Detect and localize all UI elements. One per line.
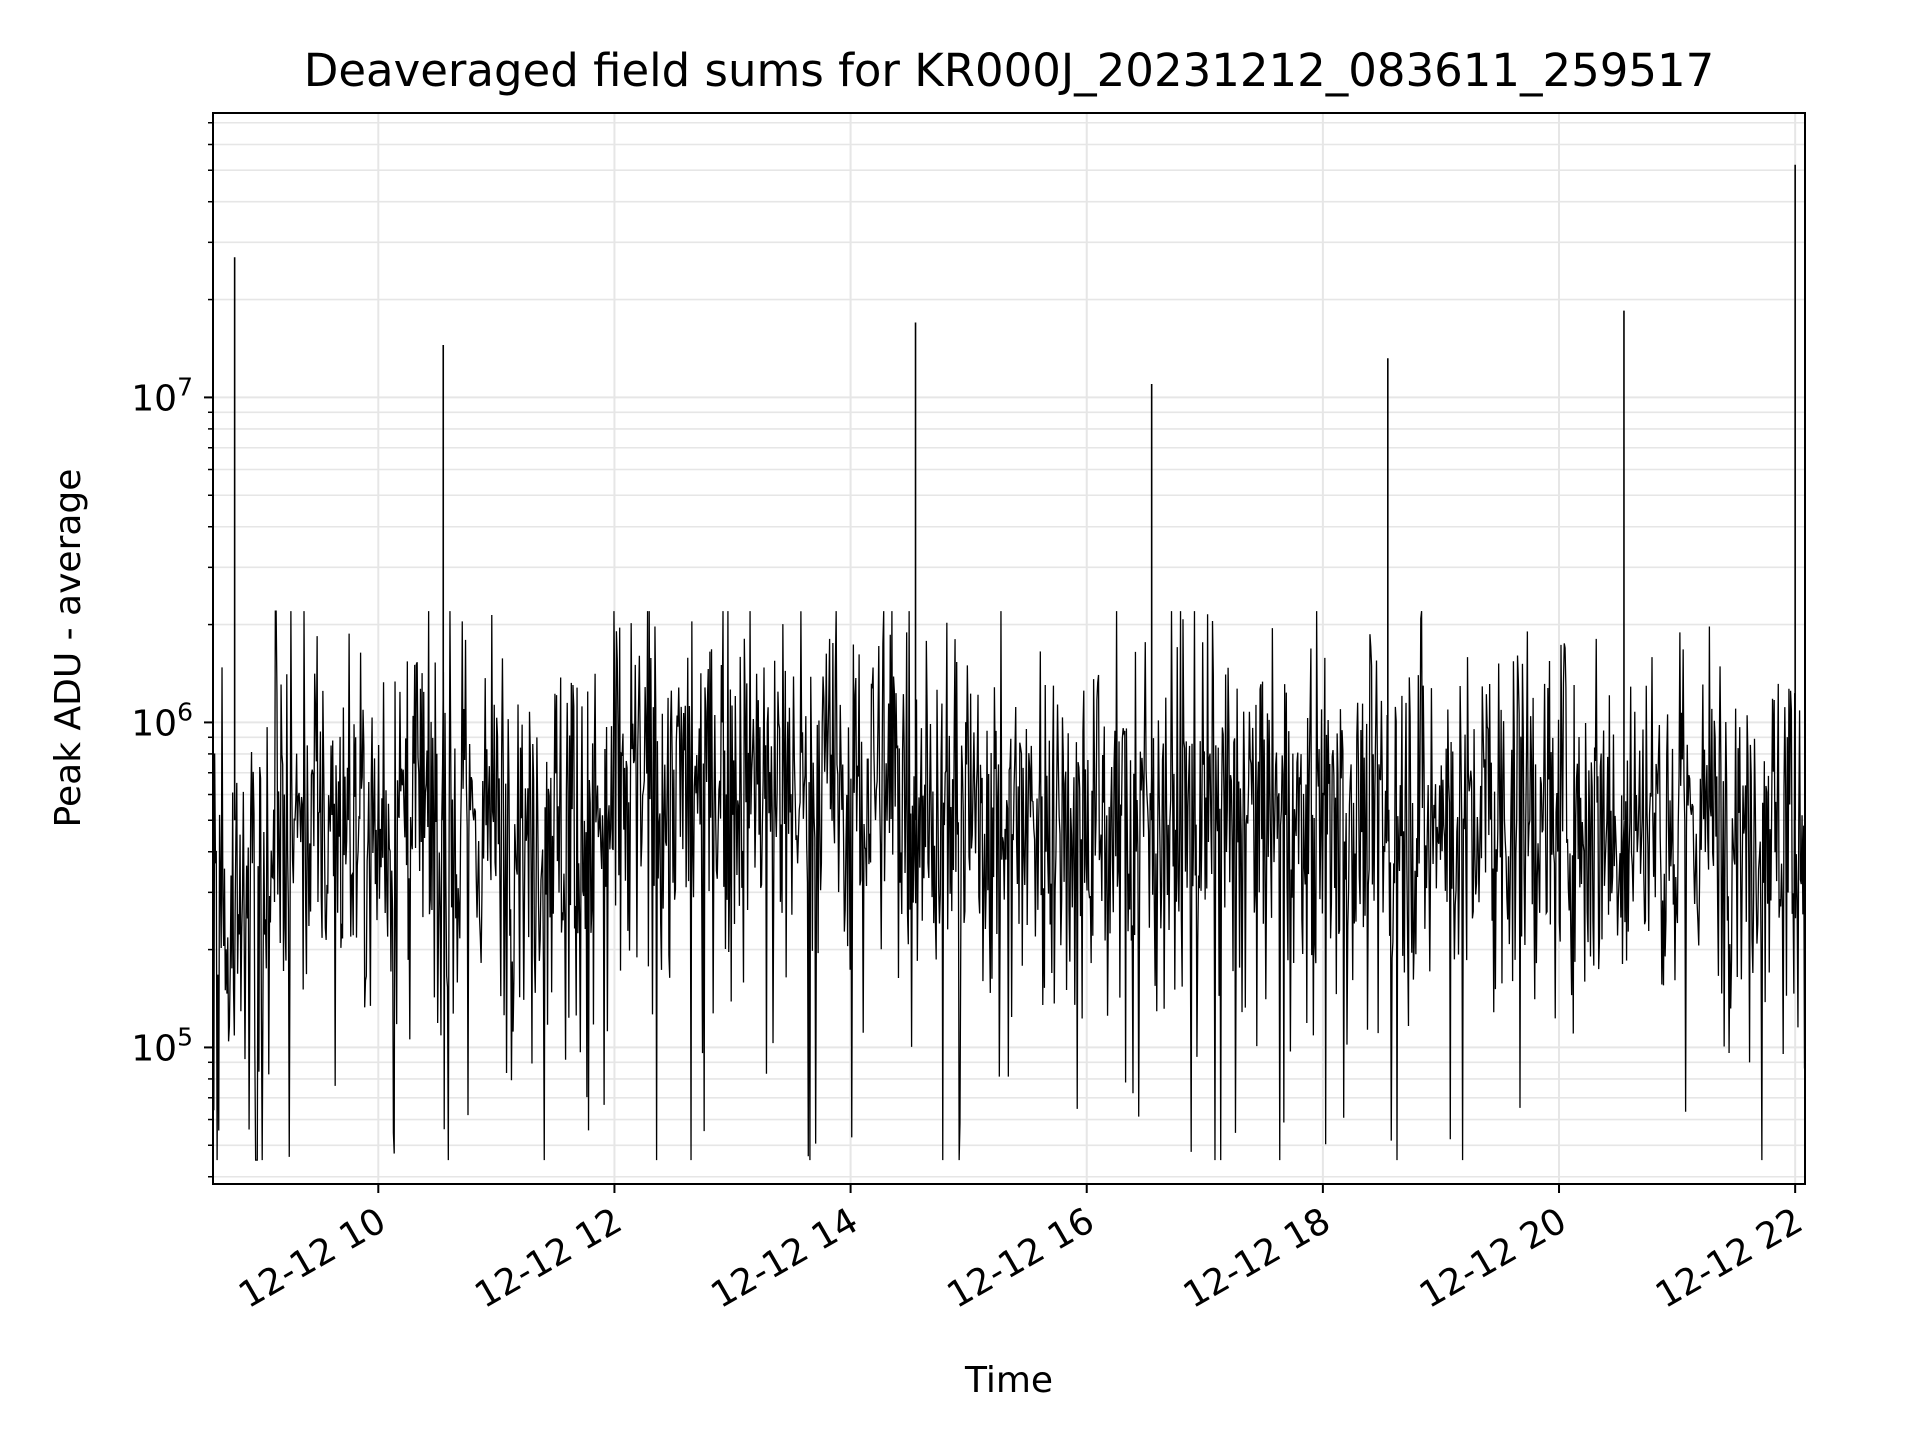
y-tick-label: 106 bbox=[131, 697, 193, 744]
spikes bbox=[233, 164, 1796, 821]
x-axis-label: Time bbox=[964, 1360, 1053, 1401]
y-tick-label: 107 bbox=[131, 372, 193, 419]
y-tick-label: 105 bbox=[131, 1022, 193, 1069]
y-axis-label: Peak ADU - average bbox=[48, 469, 89, 828]
chart-title: Deaveraged field sums for KR000J_2023121… bbox=[304, 44, 1715, 97]
plot-frame bbox=[212, 112, 1806, 1185]
series-line bbox=[213, 610, 1805, 1161]
